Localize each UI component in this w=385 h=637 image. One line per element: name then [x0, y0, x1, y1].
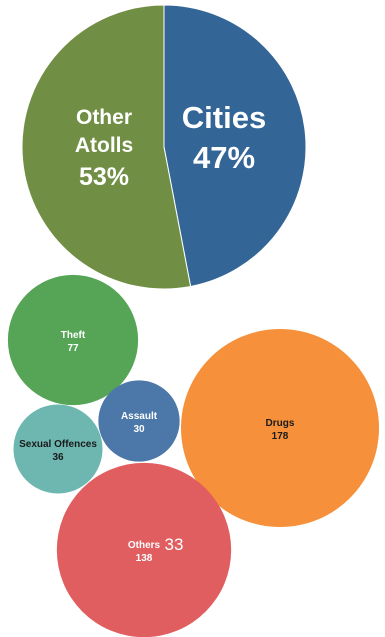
bubble-value-drugs: 178 [272, 431, 289, 442]
bubble-chart: Theft 77 Drugs 178 Assault 30 Sexual Offences 3… [7, 274, 379, 637]
bubble-circle-theft [7, 274, 139, 406]
pie-slice-other-atolls [21, 4, 192, 290]
bubble-label-drugs: Drugs [266, 418, 295, 429]
pie-value-cities: 47% [193, 140, 255, 175]
bubble-drugs: Drugs 178 [181, 329, 379, 527]
pie-label-cities: Cities [182, 100, 266, 135]
pie-value-other-atolls: 53% [79, 163, 129, 191]
bubble-label-others: Others [128, 540, 161, 551]
bubble-sexual-offences: Sexual Offences 36 [13, 404, 103, 494]
bubble-label-theft: Theft [61, 330, 86, 341]
bubble-circle-sexual-offences [13, 404, 103, 494]
bubble-circle-drugs [181, 329, 379, 527]
pie-label-other-atolls-line1: Other [76, 106, 132, 129]
bubble-circle-assault [98, 380, 180, 462]
bubble-value-others: 138 [136, 553, 153, 564]
pie-label-other-atolls-line2: Atolls [75, 134, 133, 157]
bubble-value-theft: 77 [67, 343, 79, 354]
pie-slice-cities [163, 4, 307, 288]
bubble-circle-others [56, 462, 232, 637]
bubble-label-assault: Assault [121, 411, 158, 422]
pie-chart: Cities 47% Other Atolls 53% [21, 4, 307, 290]
bubble-assault: Assault 30 [98, 380, 180, 462]
bubble-value-sexual-offences: 36 [52, 452, 64, 463]
bubble-value-assault: 30 [133, 424, 145, 435]
bubble-theft: Theft 77 [7, 274, 139, 406]
bubble-others: Others 138 33 [56, 462, 232, 637]
bubble-extra-label-others: 33 [165, 535, 184, 554]
bubble-label-sexual-offences: Sexual Offences [19, 439, 97, 450]
